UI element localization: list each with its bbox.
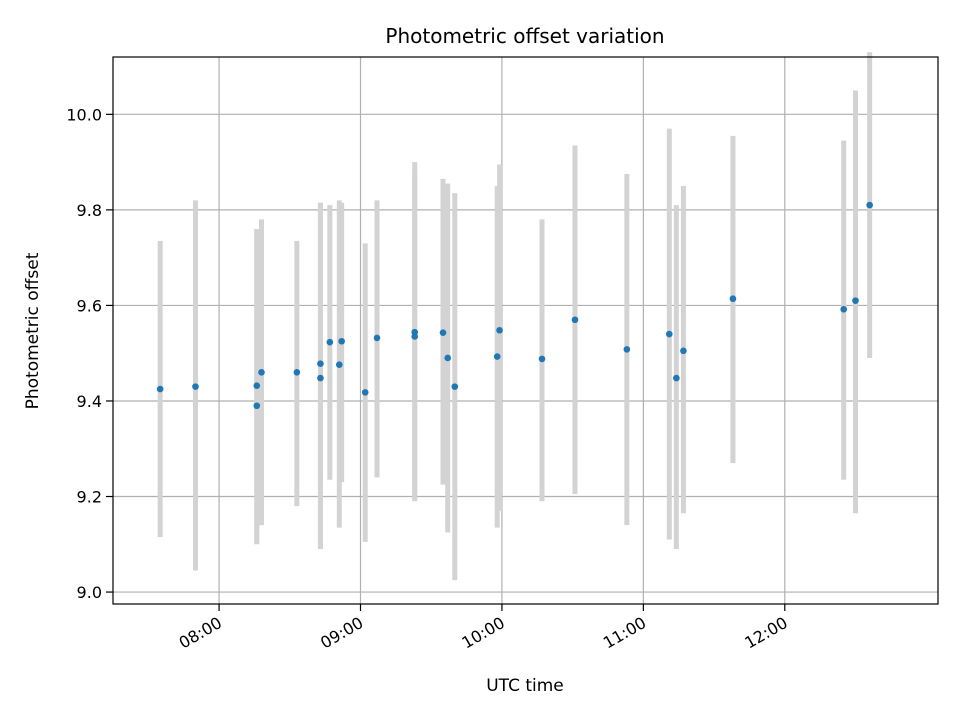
data-point: [444, 354, 452, 362]
y-axis-label: Photometric offset: [23, 252, 43, 409]
data-point: [411, 333, 419, 340]
y-tick-label: 9.6: [77, 296, 102, 315]
data-point: [680, 347, 687, 355]
data-points: [156, 201, 873, 410]
data-point: [665, 330, 673, 338]
data-point: [317, 374, 324, 382]
x-axis-label: UTC time: [486, 676, 564, 696]
chart-title: Photometric offset variation: [385, 24, 664, 48]
y-tick-label: 9.0: [77, 583, 102, 602]
y-tick-label: 10.0: [66, 105, 102, 124]
data-point: [361, 389, 369, 396]
data-point: [293, 369, 301, 376]
data-point: [439, 329, 447, 336]
data-point: [538, 355, 546, 363]
data-point: [493, 353, 501, 360]
data-point: [156, 385, 164, 393]
data-point: [338, 337, 345, 345]
y-tick-label: 9.4: [77, 392, 102, 411]
data-point: [840, 305, 848, 313]
data-point: [192, 383, 199, 390]
data-point: [496, 326, 503, 334]
data-point: [729, 295, 737, 303]
y-axis: 9.0 9.2 9.4 9.6 9.8 10.0: [66, 105, 113, 602]
data-point: [326, 338, 334, 346]
data-point: [571, 316, 579, 324]
grid: [113, 57, 938, 604]
data-point: [451, 383, 459, 390]
y-tick-label: 9.2: [77, 488, 102, 507]
y-tick-label: 9.8: [77, 201, 102, 220]
data-point: [253, 382, 261, 389]
data-point: [373, 334, 381, 342]
data-point: [258, 369, 265, 376]
data-point: [852, 297, 859, 304]
data-point: [623, 346, 631, 353]
data-point: [253, 402, 261, 410]
data-point: [673, 374, 680, 382]
data-point: [335, 361, 343, 368]
plot-frame: [112, 56, 939, 605]
data-point: [317, 360, 324, 368]
data-point: [866, 201, 873, 209]
